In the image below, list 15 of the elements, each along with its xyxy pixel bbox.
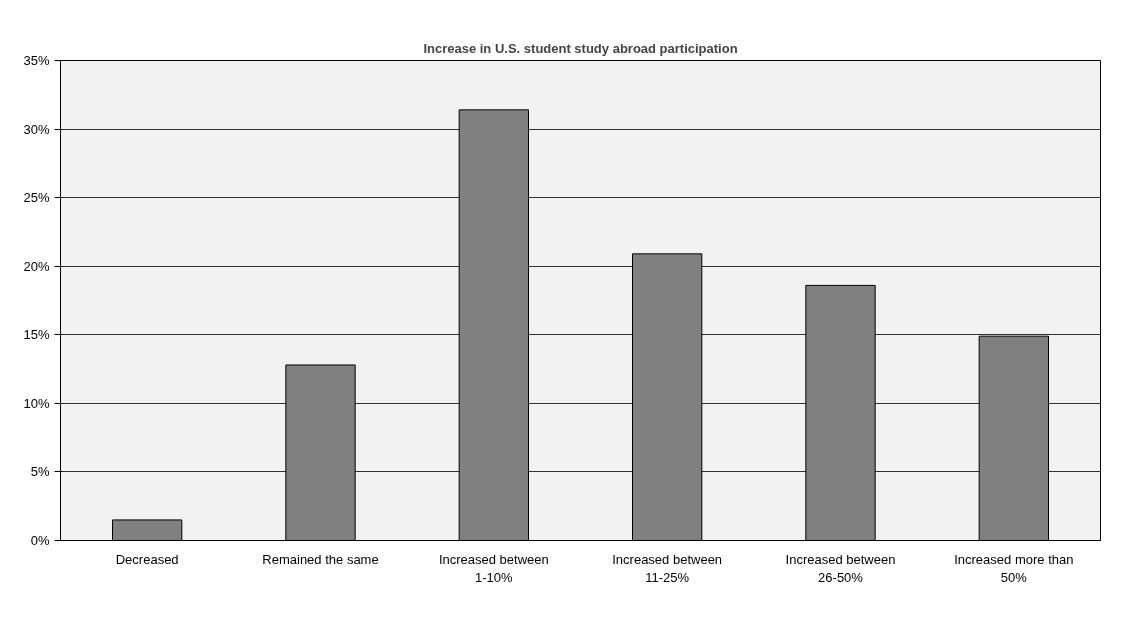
y-tick-label: 5% [30, 464, 50, 480]
y-tick-label: 20% [23, 258, 50, 274]
x-tick-label: Increased between 1-10% [438, 551, 549, 585]
y-tick-label: 10% [23, 395, 50, 411]
x-tick-label: Remained the same [262, 551, 379, 567]
x-tick-label: Increased between 11-25% [612, 551, 723, 585]
y-tick-label: 30% [23, 121, 50, 137]
y-tick-label: 35% [23, 53, 50, 68]
x-tick-label: Increased between 26-50% [785, 551, 896, 585]
x-tick-label: Increased more than 50% [954, 551, 1074, 585]
y-tick-label: 15% [23, 327, 50, 343]
y-tick-label: 0% [30, 533, 50, 548]
chart-title: Increase in U.S. student study abroad participation [423, 40, 738, 56]
x-tick-label: Decreased [115, 551, 179, 567]
y-tick-label: 25% [23, 190, 50, 206]
